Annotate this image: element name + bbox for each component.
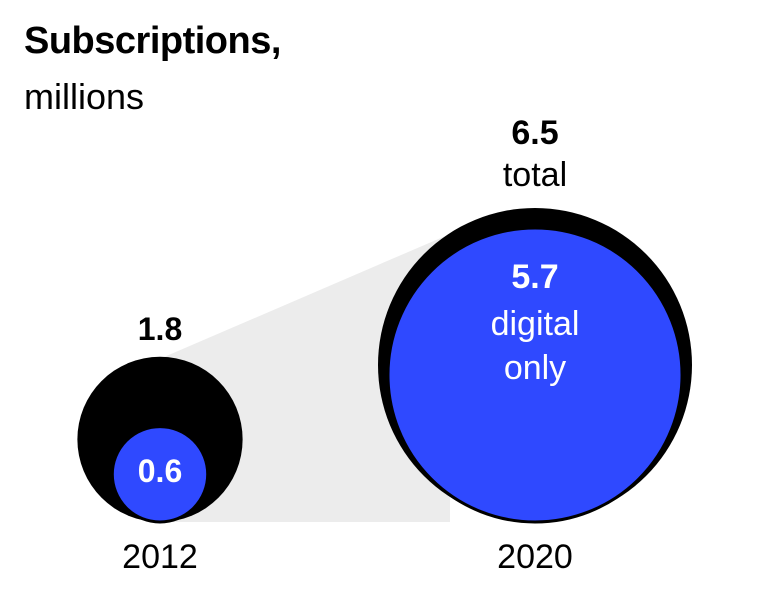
bubble-digital-2012 (110, 425, 210, 524)
label-digital-2020-text-2: only (504, 349, 566, 387)
chart-subtitle: millions (24, 76, 145, 117)
label-digital-2020: 5.7 (511, 258, 558, 296)
label-total-2020-text: total (503, 156, 567, 194)
label-total-2020: 6.5 (511, 114, 558, 152)
chart-title: Subscriptions, (24, 20, 281, 62)
label-total-2012: 1.8 (138, 311, 182, 347)
label-digital-2020-text-1: digital (491, 305, 580, 343)
category-label-2020: 2020 (497, 538, 573, 576)
category-label-2012: 2012 (122, 538, 198, 576)
label-digital-2012: 0.6 (138, 453, 182, 489)
bubble-digital-2020 (386, 226, 684, 524)
